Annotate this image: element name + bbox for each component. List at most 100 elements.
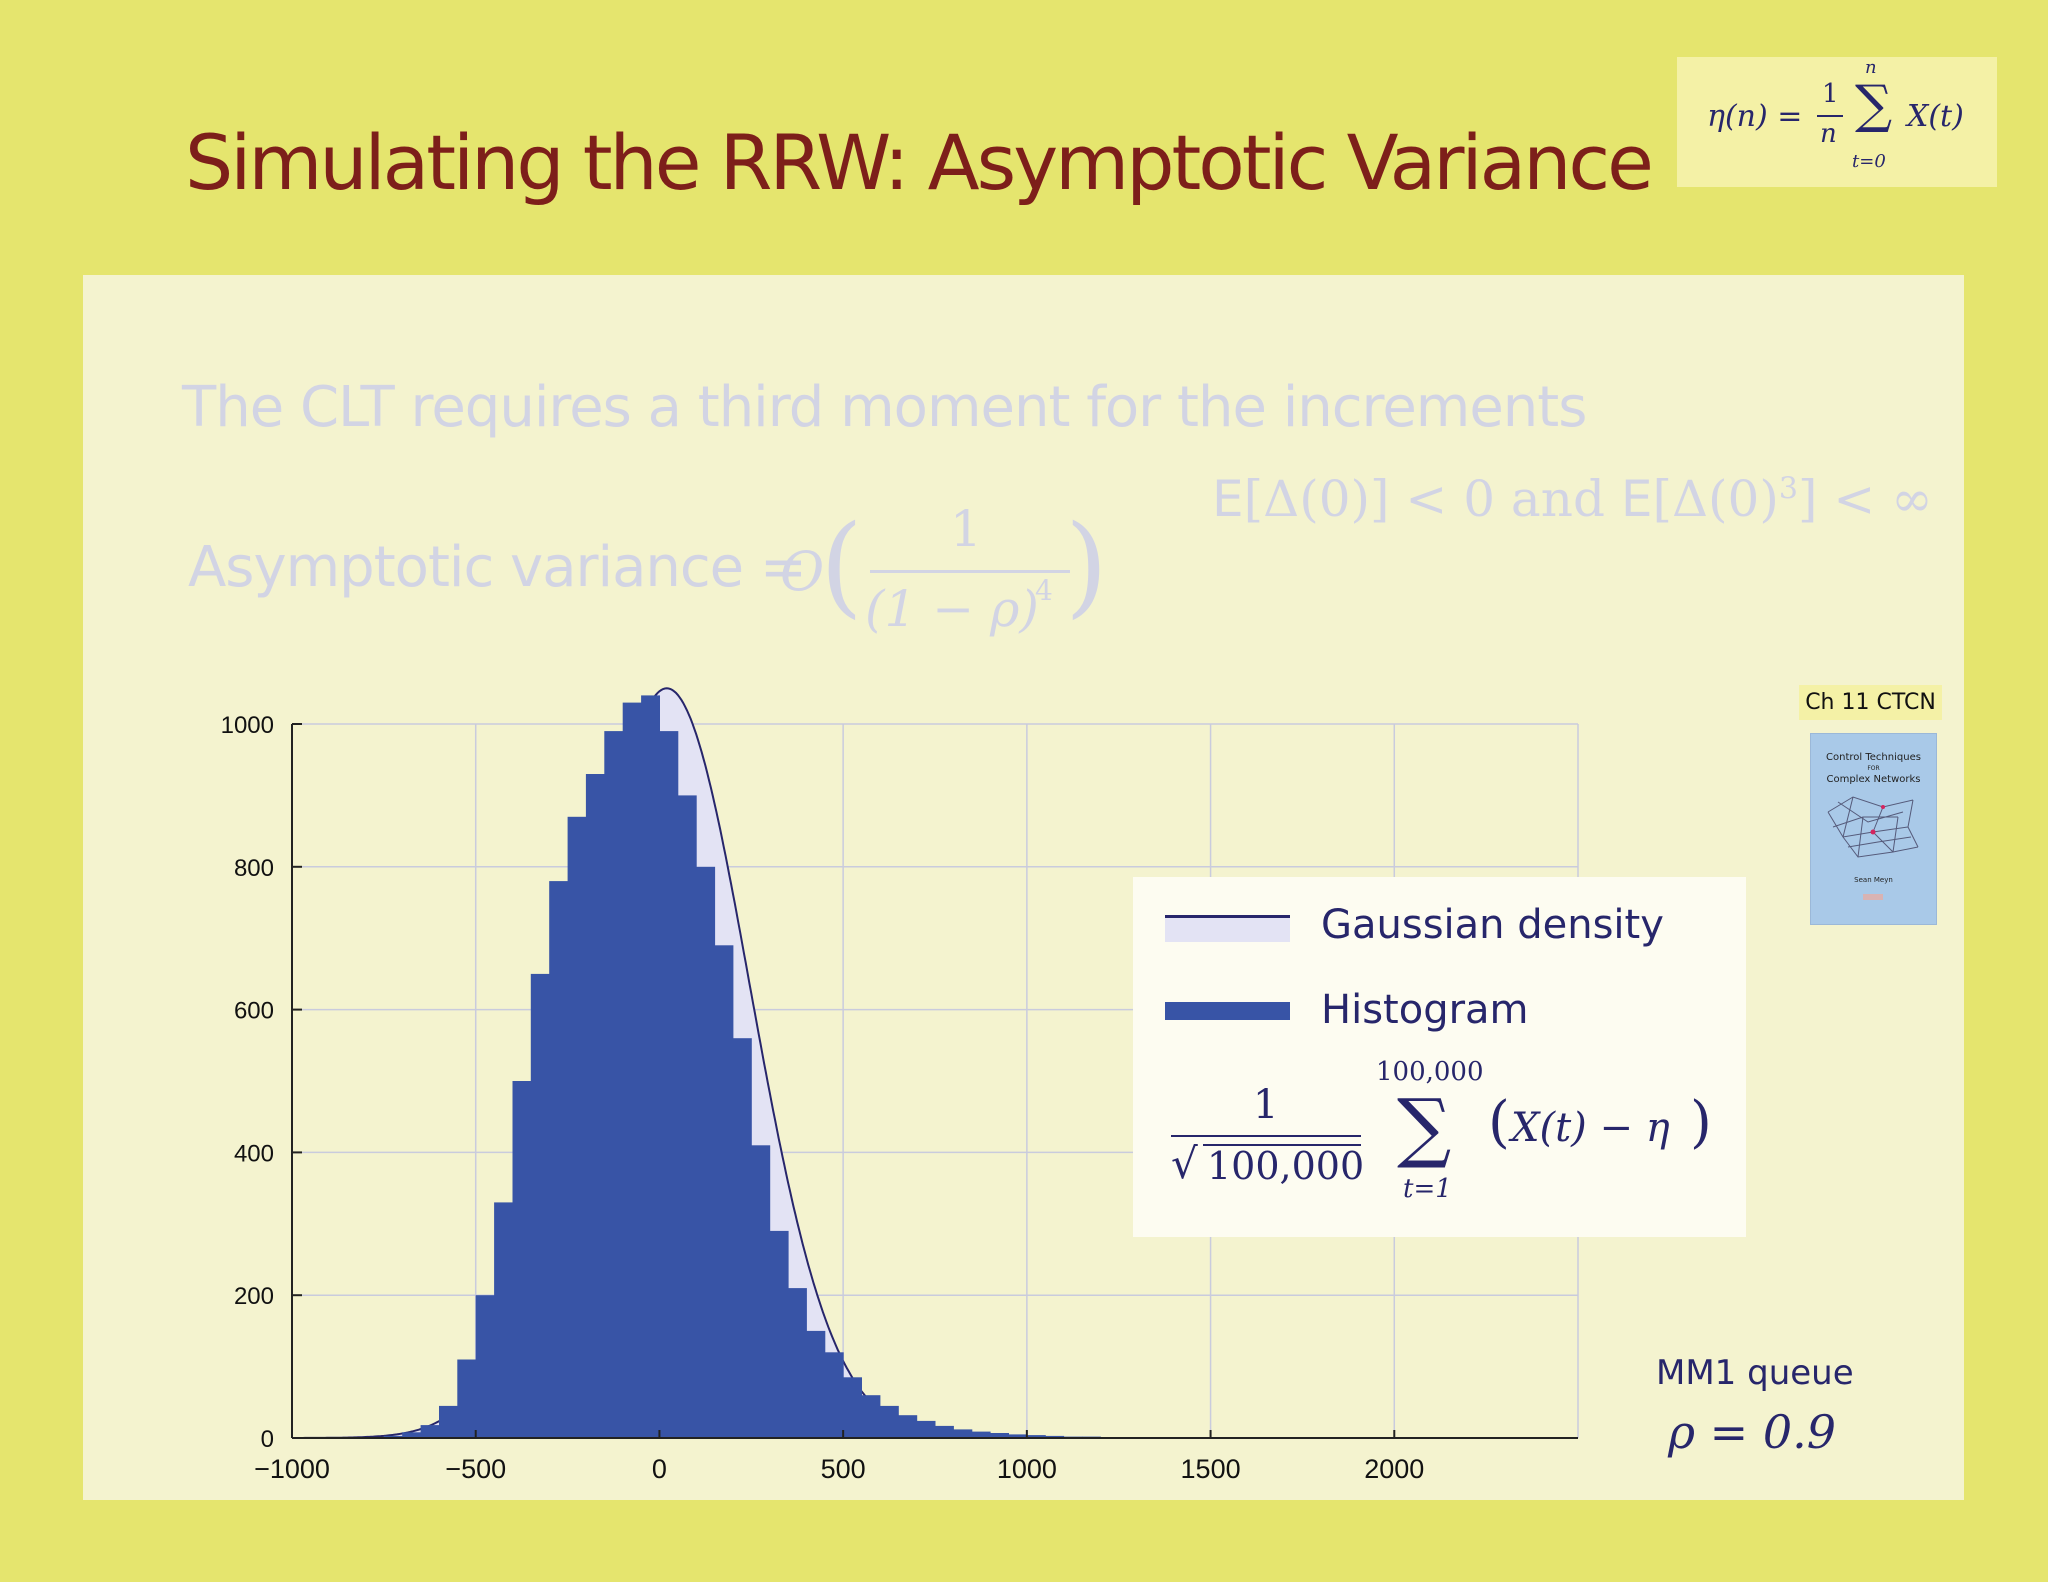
rho-value: ρ = 0.9: [1668, 1405, 1836, 1459]
histogram-bar-20: [732, 1038, 752, 1438]
histogram-bar-30: [916, 1420, 936, 1438]
histogram-bar-9: [530, 973, 550, 1438]
histogram-bar-27: [861, 1395, 881, 1438]
x-tick-label-6: 2000: [1364, 1454, 1424, 1484]
eta-frac-num: 1: [1822, 79, 1839, 109]
y-tick-label-3: 600: [234, 998, 274, 1025]
x-tick-label-3: 500: [821, 1454, 866, 1484]
legend-formula-num: 1: [1253, 1082, 1279, 1128]
variance-den-exp: 4: [1035, 574, 1053, 607]
histogram-bar-37: [1045, 1435, 1065, 1438]
axis-layer: −1000 −500 0 500 1000 1500 2000 0 200 400 600 800 10…: [221, 712, 1578, 1484]
histogram-bar-8: [512, 1081, 532, 1438]
legend-left-paren-icon: (: [1488, 1090, 1510, 1155]
legend-formula-den: 100,000: [1207, 1144, 1365, 1188]
legend-histogram-swatch: [1165, 1002, 1290, 1020]
eta-sum-lower: t=0: [1852, 151, 1886, 172]
legend-sigma-icon: ∑: [1397, 1082, 1452, 1171]
histogram-bar-7: [494, 1202, 513, 1438]
book-reference-tag: Ch 11 CTCN: [1799, 685, 1942, 720]
expectation-symbol: E: [1212, 470, 1244, 528]
right-paren-icon: ): [1065, 501, 1108, 629]
moment-part-5: ] < ∞: [1797, 470, 1933, 528]
histogram-bar-15: [641, 695, 660, 1438]
variance-label: Asymptotic variance =: [188, 535, 807, 600]
publisher-logo: [1863, 894, 1883, 900]
variance-frac-bar: [870, 570, 1070, 573]
y-tick-label-0: 0: [261, 1426, 274, 1453]
legend: Gaussian density Histogram 1 √ 100,000 1…: [1133, 877, 1746, 1237]
slide-title: Simulating the RRW: Asymptotic Variance: [185, 118, 1654, 207]
y-tick-label-4: 800: [234, 855, 274, 882]
moment-exponent: 3: [1778, 471, 1798, 507]
y-tick-label-2: 400: [234, 1140, 274, 1167]
legend-right-paren-icon: ): [1690, 1090, 1712, 1155]
book-title-line-3: Complex Networks: [1826, 774, 1921, 785]
variance-num: 1: [950, 500, 982, 558]
histogram-bar-32: [953, 1429, 973, 1438]
legend-formula-bar: [1171, 1135, 1361, 1137]
histogram-bar-25: [824, 1352, 844, 1438]
histogram-bar-29: [898, 1415, 918, 1438]
histogram-bar-13: [604, 731, 624, 1438]
legend-histogram-label: Histogram: [1321, 987, 1529, 1033]
eta-summand: X(t): [1907, 99, 1964, 134]
eta-sum-upper: n: [1865, 57, 1877, 78]
histogram-bar-36: [1026, 1435, 1046, 1438]
expectation-symbol-2: E: [1620, 470, 1653, 528]
legend-gaussian-label: Gaussian density: [1321, 902, 1664, 948]
book-author: Sean Meyn: [1854, 876, 1893, 884]
moment-condition: E[Δ(0)] < 0 and E[Δ(0)3] < ∞: [1212, 470, 1933, 528]
header-formula-box: η(n) = 1 n n ∑ t=0 X(t): [1677, 57, 1997, 187]
left-paren-icon: (: [820, 501, 863, 629]
histogram-bar-10: [549, 881, 569, 1438]
histogram-bar-19: [714, 945, 734, 1438]
eta-frac-bar: [1817, 115, 1843, 117]
book-title-line-1: Control Techniques: [1826, 752, 1921, 763]
x-tick-label-2: 0: [652, 1454, 667, 1484]
book-cover-image[interactable]: Control Techniques FOR Complex Networks …: [1810, 733, 1937, 925]
histogram-bar-18: [696, 866, 716, 1438]
histogram-bar-26: [843, 1377, 862, 1438]
histogram-bar-12: [585, 774, 605, 1438]
histogram-bar-31: [935, 1425, 954, 1438]
big-o: O: [780, 540, 825, 603]
histogram-bar-1: [383, 1435, 403, 1438]
histogram-bar-22: [769, 1230, 789, 1438]
histogram-bar-14: [622, 702, 642, 1438]
histogram-bar-4: [439, 1405, 458, 1438]
book-network-graphic: [1827, 796, 1919, 858]
histogram-bar-34: [990, 1433, 1009, 1438]
sqrt-bar: [1203, 1144, 1361, 1146]
book-title-line-2: FOR: [1867, 765, 1880, 772]
histogram-bar-33: [971, 1431, 991, 1438]
histogram-bar-24: [806, 1330, 826, 1438]
eta-lhs: η(n) =: [1707, 99, 1803, 134]
eta-frac-den: n: [1820, 119, 1837, 149]
histogram-layer: [383, 695, 1487, 1438]
x-tick-label-0: −1000: [254, 1454, 330, 1484]
sigma-icon: ∑: [1855, 75, 1893, 135]
y-tick-label-5: 1000: [221, 712, 274, 739]
histogram-bar-2: [402, 1432, 422, 1438]
queue-label: MM1 queue: [1656, 1353, 1854, 1393]
legend-formula-body: X(t) − η: [1511, 1105, 1670, 1151]
variance-den: (1 − ρ): [865, 580, 1039, 638]
x-tick-label-1: −500: [445, 1454, 506, 1484]
histogram-bar-17: [677, 795, 697, 1438]
legend-sum-upper: 100,000: [1376, 1057, 1484, 1087]
histogram-bar-16: [659, 731, 679, 1438]
moment-part-2: [Δ(0)] < 0 and: [1243, 470, 1621, 528]
histogram-bar-11: [567, 816, 587, 1438]
legend-gaussian-swatch: [1165, 915, 1290, 942]
sqrt-icon: √: [1171, 1139, 1198, 1188]
legend-sum-lower: t=1: [1403, 1174, 1452, 1204]
clt-statement: The CLT requires a third moment for the …: [182, 375, 1587, 440]
x-tick-label-5: 1500: [1181, 1454, 1241, 1484]
histogram-bar-23: [788, 1288, 807, 1438]
histogram-bar-35: [1008, 1434, 1028, 1438]
histogram-bar-28: [879, 1405, 899, 1438]
histogram-bar-6: [475, 1295, 495, 1438]
x-tick-label-4: 1000: [997, 1454, 1057, 1484]
y-tick-label-1: 200: [234, 1283, 274, 1310]
